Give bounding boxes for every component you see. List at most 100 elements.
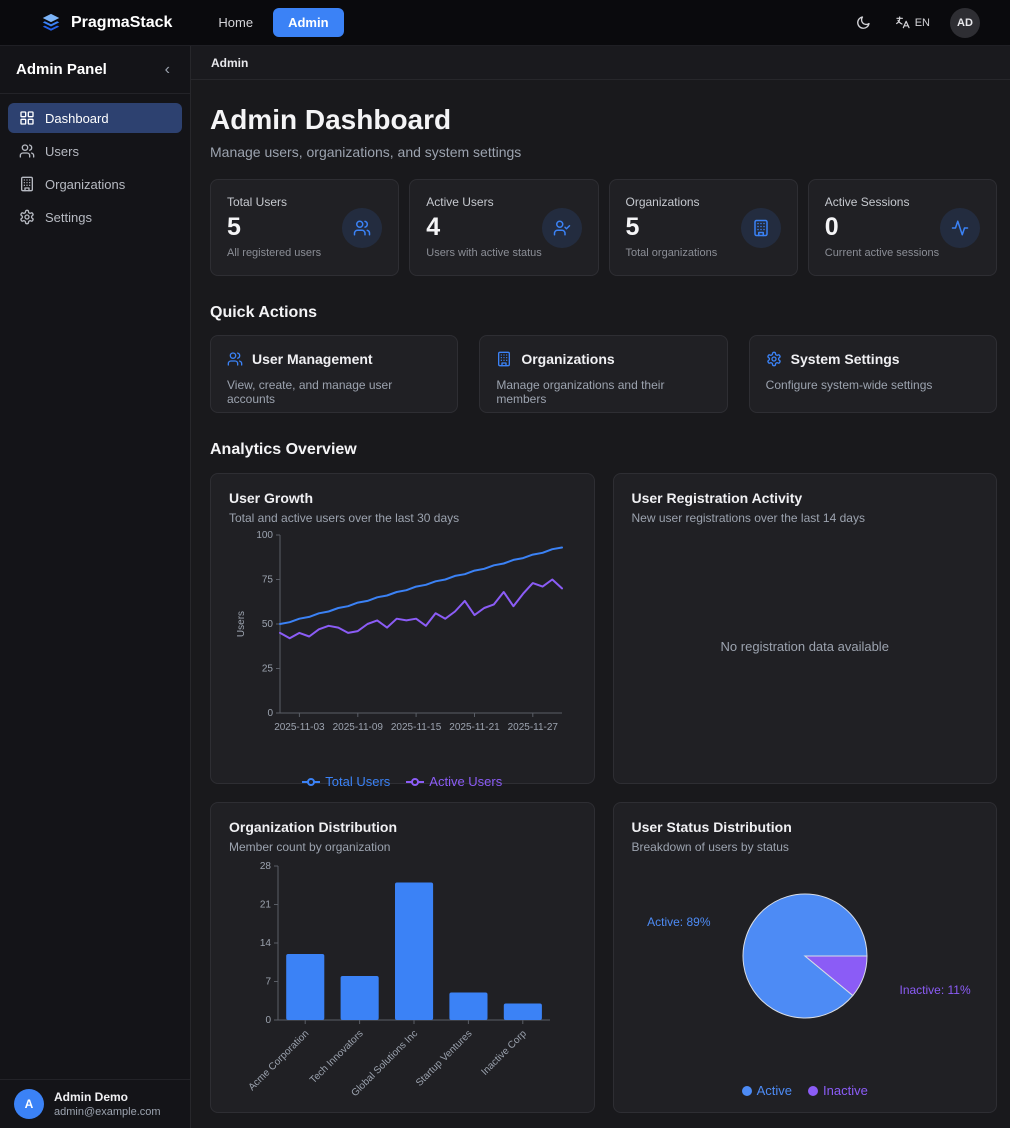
stat-desc: Users with active status xyxy=(426,247,542,259)
org-distribution-bar-chart: 0 7 14 21 28 Acme Corporation Tech Innovators G… xyxy=(230,854,574,1121)
sidebar-item-settings[interactable]: Settings xyxy=(8,202,182,232)
stat-card-active-users: Active Users 4 Users with active status xyxy=(409,179,599,276)
sidebar-item-users[interactable]: Users xyxy=(8,136,182,166)
nav-link-admin[interactable]: Admin xyxy=(273,8,344,37)
chart-title: Organization Distribution xyxy=(229,819,397,835)
svg-text:Startup Ventures: Startup Ventures xyxy=(414,1028,474,1088)
quick-actions-heading: Quick Actions xyxy=(210,304,317,321)
stat-label: Active Sessions xyxy=(824,195,910,209)
dashboard-content: Admin Dashboard Manage users, organizati… xyxy=(191,80,1010,1113)
stat-label: Total Users xyxy=(227,195,288,209)
main-area: Admin Admin Dashboard Manage users, orga… xyxy=(191,46,1010,1128)
action-card-user-management[interactable]: User Management View, create, and manage… xyxy=(210,335,459,413)
sidebar-item-dashboard[interactable]: Dashboard xyxy=(8,103,182,133)
admin-sidebar: Admin Panel ‹ Dashboard Users Organiza xyxy=(0,46,191,1128)
user-growth-line-chart: 0 25 50 75 100 2025-11-03 2025-11-09 2025-11-15… xyxy=(230,525,574,766)
building-icon xyxy=(740,207,781,248)
stat-desc: All registered users xyxy=(227,247,322,259)
svg-text:2025-11-27: 2025-11-27 xyxy=(508,722,559,733)
svg-text:25: 25 xyxy=(262,664,274,675)
theme-toggle-button[interactable] xyxy=(851,11,875,35)
action-title: System Settings xyxy=(790,351,900,367)
language-switcher[interactable]: EN xyxy=(891,11,934,35)
chart-subtitle: New user registrations over the last 14 … xyxy=(631,511,865,525)
user-growth-card: User Growth Total and active users over … xyxy=(210,473,595,789)
svg-text:2025-11-03: 2025-11-03 xyxy=(274,722,325,733)
action-desc: View, create, and manage user accounts xyxy=(227,378,393,406)
svg-text:0: 0 xyxy=(266,1015,272,1026)
breadcrumb: Admin xyxy=(211,55,249,70)
chart-subtitle: Breakdown of users by status xyxy=(631,840,789,854)
svg-text:2025-11-09: 2025-11-09 xyxy=(333,722,384,733)
sidebar-item-label: Organizations xyxy=(45,176,126,192)
user-status-card: User Status Distribution Breakdown of us… xyxy=(612,802,997,1113)
sidebar-user-name: Admin Demo xyxy=(54,1090,129,1104)
sidebar-user-card[interactable]: A Admin Demo admin@example.com xyxy=(0,1079,190,1128)
layers-logo-icon xyxy=(40,12,62,34)
chart-subtitle: Member count by organization xyxy=(229,840,391,854)
building-icon xyxy=(496,351,512,367)
svg-text:Acme Corporation: Acme Corporation xyxy=(247,1028,312,1093)
svg-text:7: 7 xyxy=(266,977,272,988)
gear-icon xyxy=(766,351,782,367)
user-growth-legend: Total Users Active Users xyxy=(294,774,510,789)
sidebar-item-organizations[interactable]: Organizations xyxy=(8,169,182,199)
user-status-legend: Active Inactive xyxy=(734,1083,876,1098)
users-icon xyxy=(227,351,243,367)
stat-desc: Total organizations xyxy=(625,247,718,259)
svg-text:Active: 89%: Active: 89% xyxy=(647,915,711,929)
stat-card-organizations: Organizations 5 Total organizations xyxy=(608,179,798,276)
chart-subtitle: Total and active users over the last 30 … xyxy=(229,511,460,525)
users-icon xyxy=(342,207,383,248)
page-subtitle: Manage users, organizations, and system … xyxy=(210,144,522,160)
users-icon xyxy=(19,143,35,159)
action-card-organizations[interactable]: Organizations Manage organizations and t… xyxy=(479,335,728,413)
stat-value: 0 xyxy=(824,213,839,241)
language-label: EN xyxy=(914,16,930,29)
translate-icon xyxy=(895,15,911,31)
stats-row: Total Users 5 All registered users Activ… xyxy=(210,179,997,276)
svg-text:75: 75 xyxy=(262,575,274,586)
stat-value: 4 xyxy=(426,213,441,241)
sidebar-header: Admin Panel ‹ xyxy=(0,46,190,94)
nav-link-home[interactable]: Home xyxy=(218,15,254,30)
stat-label: Active Users xyxy=(426,195,494,209)
action-card-system-settings[interactable]: System Settings Configure system-wide se… xyxy=(748,335,997,413)
chart-title: User Status Distribution xyxy=(631,819,792,835)
brand-name: PragmaStack xyxy=(71,13,173,31)
gear-icon xyxy=(19,209,35,225)
chart-title: User Registration Activity xyxy=(631,490,803,506)
sidebar-item-label: Dashboard xyxy=(45,110,109,126)
svg-text:21: 21 xyxy=(260,900,272,911)
registration-activity-card: User Registration Activity New user regi… xyxy=(612,473,997,784)
building-icon xyxy=(19,176,35,192)
charts-grid: User Growth Total and active users over … xyxy=(210,473,997,1113)
dashboard-grid-icon xyxy=(19,110,35,126)
sidebar-collapse-button[interactable]: ‹ xyxy=(164,60,170,78)
stat-value: 5 xyxy=(625,213,640,241)
svg-text:100: 100 xyxy=(257,530,274,541)
activity-icon xyxy=(940,207,980,248)
breadcrumb-bar: Admin xyxy=(191,46,1010,80)
action-desc: Configure system-wide settings xyxy=(765,378,933,392)
sidebar-item-label: Settings xyxy=(45,209,92,225)
main-nav: Home Admin xyxy=(208,8,344,37)
svg-text:Users: Users xyxy=(236,611,247,637)
action-title: Organizations xyxy=(521,351,615,367)
user-check-icon xyxy=(541,207,582,248)
stat-value: 5 xyxy=(227,213,241,241)
svg-text:28: 28 xyxy=(260,861,272,872)
stat-card-total-users: Total Users 5 All registered users xyxy=(210,179,400,276)
svg-text:0: 0 xyxy=(268,708,274,719)
empty-state-message: No registration data available xyxy=(720,638,889,654)
sidebar-item-label: Users xyxy=(45,143,79,159)
action-title: User Management xyxy=(252,351,373,367)
org-distribution-card: Organization Distribution Member count b… xyxy=(210,802,595,1113)
svg-text:Inactive: 11%: Inactive: 11% xyxy=(899,983,970,997)
avatar: A xyxy=(14,1089,44,1119)
user-status-pie-chart: Active: 89% Inactive: 11% xyxy=(633,854,977,1075)
sidebar-user-email: admin@example.com xyxy=(54,1106,161,1118)
user-avatar-button[interactable]: AD xyxy=(950,7,980,38)
page-title: Admin Dashboard xyxy=(210,104,452,135)
navbar-right: EN AD xyxy=(851,7,980,38)
